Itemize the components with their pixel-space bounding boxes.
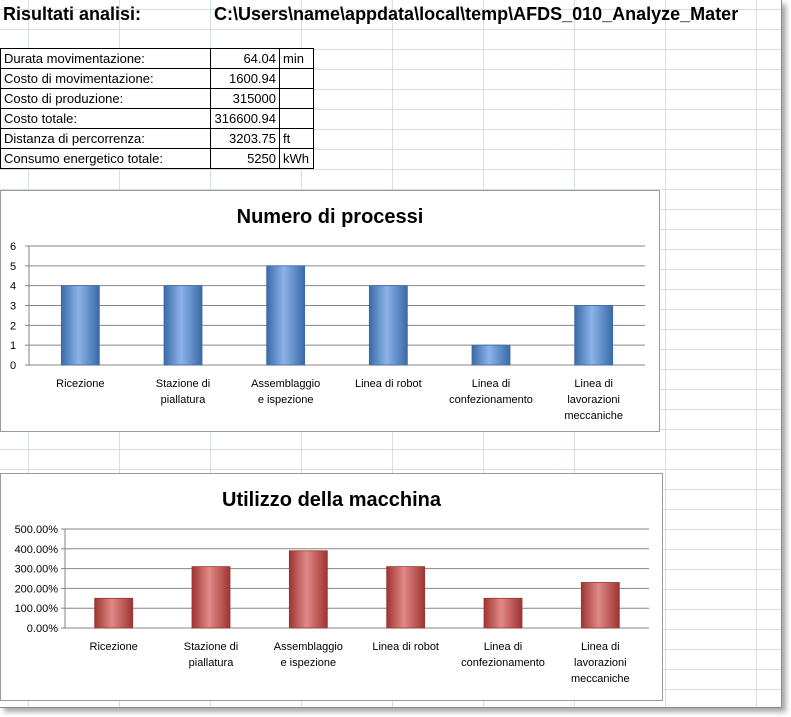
summary-unit[interactable]: [279, 88, 314, 109]
bar[interactable]: [471, 344, 511, 366]
x-tick-label-line: meccaniche: [564, 410, 623, 422]
x-tick-label-line: lavorazioni: [567, 394, 620, 406]
y-tick-label: 300.00%: [15, 564, 59, 576]
x-tick-label-line: piallatura: [189, 657, 235, 669]
x-tick-label-line: Ricezione: [90, 641, 138, 653]
x-tick-label-line: Stazione di: [184, 641, 238, 653]
summary-table: Durata movimentazione: 64.04 min Costo di m…: [0, 48, 314, 169]
x-tick-label-line: Stazione di: [156, 378, 210, 390]
x-tick-label: Linea di confezionamento: [449, 378, 533, 406]
x-tick-label-line: Linea di robot: [355, 378, 422, 390]
x-tick-label-line: confezionamento: [449, 394, 533, 406]
x-tick-label: Linea di robot: [355, 378, 422, 390]
x-tick-label-line: Assemblaggio: [274, 641, 343, 653]
y-tick-label: 2: [10, 320, 16, 332]
bar[interactable]: [266, 265, 306, 366]
x-tick-label: Linea di robot: [372, 641, 439, 653]
spreadsheet: Risultati analisi: C:\Users\name\appdata…: [0, 0, 782, 708]
file-path: C:\Users\name\appdata\local\temp\AFDS_01…: [214, 4, 739, 24]
summary-row: Durata movimentazione: 64.04 min: [0, 48, 314, 69]
bar[interactable]: [483, 597, 523, 629]
summary-value[interactable]: 1600.94: [210, 68, 280, 89]
summary-label[interactable]: Distanza di percorrenza:: [0, 128, 211, 149]
x-tick-label-line: Linea di: [484, 641, 523, 653]
x-tick-label-line: e ispezione: [281, 657, 337, 669]
summary-label[interactable]: Durata movimentazione:: [0, 48, 211, 69]
summary-unit[interactable]: [279, 108, 314, 129]
bar[interactable]: [368, 285, 408, 366]
summary-row: Distanza di percorrenza: 3203.75 ft: [0, 128, 314, 149]
x-tick-label: Linea di lavorazioni meccaniche: [571, 641, 630, 685]
summary-value[interactable]: 316600.94: [210, 108, 280, 129]
summary-row: Costo totale: 316600.94: [0, 108, 314, 129]
y-tick-label: 100.00%: [15, 603, 59, 615]
summary-row: Costo di produzione: 315000: [0, 88, 314, 109]
summary-label[interactable]: Consumo energetico totale:: [0, 148, 211, 169]
bar[interactable]: [574, 305, 614, 366]
x-tick-label-line: meccaniche: [571, 673, 630, 685]
process-count-chart[interactable]: Numero di processi 0 1 2 3 4 5 6 Ricezione Stazio…: [0, 190, 660, 432]
summary-value[interactable]: 64.04: [210, 48, 280, 69]
x-tick-label-line: Ricezione: [56, 378, 104, 390]
bar[interactable]: [386, 566, 426, 629]
x-tick-label: Linea di confezionamento: [461, 641, 545, 669]
bar[interactable]: [94, 597, 134, 629]
x-tick-label-line: Linea di robot: [372, 641, 439, 653]
summary-unit[interactable]: ft: [279, 128, 314, 149]
chart-title: Utilizzo della macchina: [222, 489, 442, 511]
x-tick-label: Assemblaggio e ispezione: [251, 378, 320, 406]
bar[interactable]: [288, 550, 328, 629]
x-tick-label: Assemblaggio e ispezione: [274, 641, 343, 669]
summary-label[interactable]: Costo di movimentazione:: [0, 68, 211, 89]
summary-value[interactable]: 3203.75: [210, 128, 280, 149]
y-tick-label: 500.00%: [15, 524, 59, 536]
x-tick-label: Linea di lavorazioni meccaniche: [564, 378, 623, 422]
x-tick-label-line: piallatura: [161, 394, 207, 406]
machine-utilization-chart[interactable]: Utilizzo della macchina 0.00% 100.00% 200.0…: [0, 473, 663, 701]
chart-title: Numero di processi: [237, 206, 424, 228]
x-tick-label-line: Assemblaggio: [251, 378, 320, 390]
summary-unit[interactable]: [279, 68, 314, 89]
summary-label[interactable]: Costo totale:: [0, 108, 211, 129]
bar[interactable]: [163, 285, 203, 366]
summary-row: Costo di movimentazione: 1600.94: [0, 68, 314, 89]
y-tick-label: 3: [10, 301, 16, 313]
y-tick-label: 200.00%: [15, 583, 59, 595]
y-tick-label: 6: [10, 241, 16, 253]
summary-unit[interactable]: min: [279, 48, 314, 69]
summary-value[interactable]: 5250: [210, 148, 280, 169]
chart-svg: Numero di processi 0 1 2 3 4 5 6 Ricezione Stazio…: [10, 206, 645, 422]
x-tick-label-line: Linea di: [581, 641, 620, 653]
x-tick-label-line: Linea di: [472, 378, 511, 390]
x-tick-label-line: lavorazioni: [574, 657, 627, 669]
summary-row: Consumo energetico totale: 5250 kWh: [0, 148, 314, 169]
y-tick-label: 1: [10, 340, 16, 352]
y-tick-label: 4: [10, 281, 16, 293]
x-tick-label: Ricezione: [90, 641, 138, 653]
x-tick-label-line: e ispezione: [258, 394, 314, 406]
y-tick-label: 400.00%: [15, 544, 59, 556]
x-tick-label-line: confezionamento: [461, 657, 545, 669]
bar[interactable]: [191, 566, 231, 629]
bar[interactable]: [580, 582, 620, 629]
chart-svg: Utilizzo della macchina 0.00% 100.00% 200.0…: [15, 489, 649, 685]
summary-label[interactable]: Costo di produzione:: [0, 88, 211, 109]
x-tick-label: Stazione di piallatura: [184, 641, 238, 669]
y-tick-label: 0: [10, 360, 16, 372]
bar[interactable]: [60, 285, 100, 366]
y-tick-label: 0.00%: [27, 623, 58, 635]
x-tick-label: Ricezione: [56, 378, 104, 390]
y-tick-label: 5: [10, 261, 16, 273]
summary-unit[interactable]: kWh: [279, 148, 314, 169]
results-label: Risultati analisi:: [3, 4, 142, 24]
summary-value[interactable]: 315000: [210, 88, 280, 109]
x-tick-label: Stazione di piallatura: [156, 378, 210, 406]
x-tick-label-line: Linea di: [574, 378, 613, 390]
